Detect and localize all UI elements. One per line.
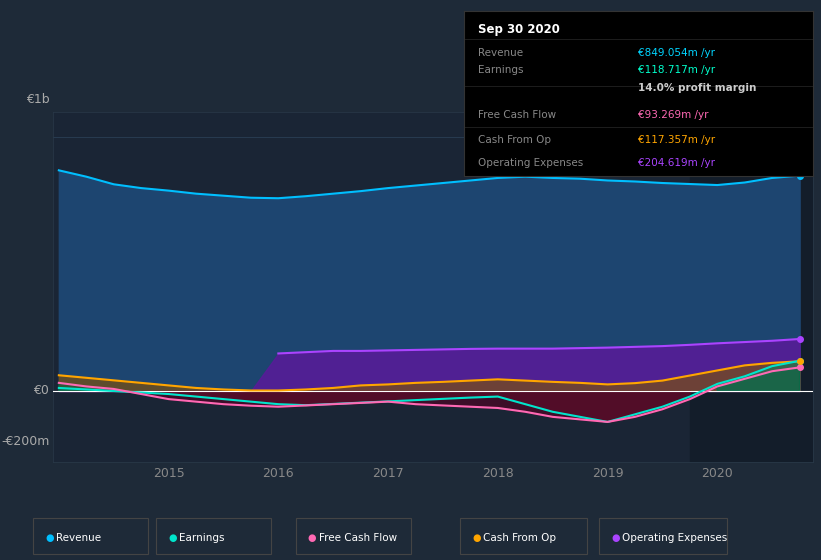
Text: Cash From Op: Cash From Op [483, 533, 556, 543]
Text: Earnings: Earnings [478, 65, 523, 75]
Text: Free Cash Flow: Free Cash Flow [478, 110, 556, 120]
Text: Operating Expenses: Operating Expenses [622, 533, 727, 543]
Text: €93.269m /yr: €93.269m /yr [639, 110, 709, 120]
Text: ●: ● [45, 533, 53, 543]
Text: €118.717m /yr: €118.717m /yr [639, 65, 715, 75]
Text: Sep 30 2020: Sep 30 2020 [478, 23, 560, 36]
Text: ●: ● [472, 533, 480, 543]
Text: Revenue: Revenue [478, 48, 523, 58]
Text: Earnings: Earnings [179, 533, 224, 543]
Text: Cash From Op: Cash From Op [478, 135, 551, 145]
Text: ●: ● [612, 533, 620, 543]
Text: 14.0% profit margin: 14.0% profit margin [639, 83, 757, 93]
Bar [690, 112, 816, 462]
Text: €0: €0 [34, 385, 49, 398]
Text: ●: ● [168, 533, 177, 543]
Text: Operating Expenses: Operating Expenses [478, 158, 583, 168]
Text: €204.619m /yr: €204.619m /yr [639, 158, 715, 168]
Text: Free Cash Flow: Free Cash Flow [319, 533, 397, 543]
Text: €1b: €1b [25, 94, 49, 106]
Text: Revenue: Revenue [56, 533, 101, 543]
Text: ●: ● [308, 533, 316, 543]
Text: €849.054m /yr: €849.054m /yr [639, 48, 715, 58]
Text: -€200m: -€200m [1, 435, 49, 448]
Text: €117.357m /yr: €117.357m /yr [639, 135, 715, 145]
